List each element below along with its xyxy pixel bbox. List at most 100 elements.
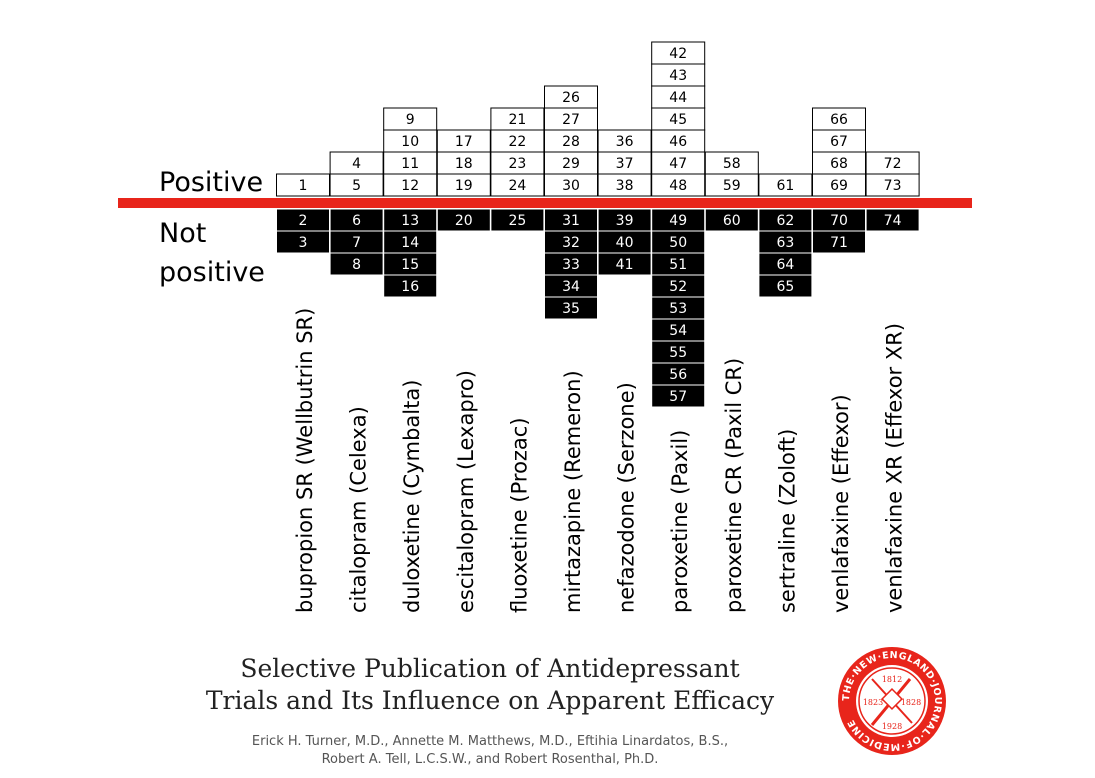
not-positive-trial-cell: 71 — [812, 230, 866, 254]
positive-trial-cell: 18 — [436, 151, 491, 175]
not-positive-trial-cell: 15 — [383, 252, 438, 276]
not-positive-trial-cell: 70 — [812, 208, 866, 232]
positive-trial-cell: 12 — [383, 173, 438, 197]
not-positive-trial-cell: 7 — [329, 230, 384, 254]
positive-trial-number: 23 — [508, 156, 526, 172]
drug-label: bupropion SR (Wellbutrin SR) — [293, 308, 317, 613]
seal-year-2: 1823 — [863, 698, 883, 707]
not-positive-trial-number: 74 — [884, 213, 902, 229]
divider-line — [118, 198, 972, 208]
positive-trial-cell: 19 — [436, 173, 491, 197]
positive-trial-cell: 73 — [865, 173, 920, 197]
positive-trial-number: 10 — [401, 134, 419, 150]
not-positive-trial-cell: 8 — [329, 252, 384, 276]
positive-trial-number: 38 — [616, 178, 634, 194]
positive-trial-cell: 17 — [436, 129, 491, 153]
positive-trial-cell: 68 — [812, 151, 866, 175]
authors-line-2: Robert A. Tell, L.C.S.W., and Robert Ros… — [321, 752, 659, 767]
positive-label: Positive — [159, 167, 264, 198]
not-positive-trial-number: 16 — [401, 279, 419, 295]
not-positive-trial-number: 57 — [669, 389, 687, 405]
positive-trial-number: 12 — [401, 178, 419, 194]
not-positive-trial-cell: 34 — [544, 274, 598, 298]
positive-trial-number: 4 — [352, 156, 361, 172]
not-positive-trial-number: 49 — [669, 213, 687, 229]
not-positive-trial-cell: 2 — [276, 208, 330, 232]
positive-trial-number: 21 — [508, 112, 526, 128]
not-positive-trial-cell: 14 — [383, 230, 438, 254]
positive-trial-cell: 43 — [651, 63, 706, 87]
not-positive-trial-cell: 65 — [758, 274, 813, 298]
not-positive-trial-number: 65 — [776, 279, 794, 295]
positive-trial-number: 5 — [352, 178, 361, 194]
positive-trial-cell: 9 — [383, 107, 438, 131]
positive-trial-number: 30 — [562, 178, 580, 194]
seal-year-3: 1828 — [901, 698, 921, 707]
drug-label: citalopram (Celexa) — [347, 406, 371, 613]
drug-label: nefazodone (Serzone) — [615, 382, 639, 613]
positive-trial-number: 11 — [401, 156, 419, 172]
not-positive-trial-cell: 3 — [276, 230, 330, 254]
seal-year-1: 1812 — [882, 675, 902, 684]
positive-trial-number: 29 — [562, 156, 580, 172]
positive-trial-cell: 37 — [597, 151, 652, 175]
positive-trial-number: 67 — [830, 134, 848, 150]
not-positive-trial-number: 53 — [669, 301, 687, 317]
not-positive-trial-number: 63 — [776, 235, 794, 251]
positive-trial-cell: 30 — [544, 173, 598, 197]
authors-line-1: Erick H. Turner, M.D., Annette M. Matthe… — [251, 734, 729, 749]
positive-trial-cell: 45 — [651, 107, 706, 131]
positive-trial-number: 58 — [723, 156, 741, 172]
positive-trial-cell: 27 — [544, 107, 598, 131]
positive-trial-cell: 1 — [276, 173, 330, 197]
positive-trial-cell: 10 — [383, 129, 438, 153]
drug-label: sertraline (Zoloft) — [775, 429, 799, 613]
positive-trial-cell: 24 — [490, 173, 545, 197]
drug-label: escitalopram (Lexapro) — [454, 370, 478, 613]
positive-trial-cell: 11 — [383, 151, 438, 175]
positive-trial-number: 18 — [455, 156, 473, 172]
not-positive-trial-number: 2 — [299, 213, 308, 229]
not-positive-trial-cell: 6 — [329, 208, 384, 232]
positive-trial-cell: 47 — [651, 151, 706, 175]
positive-trial-cell: 22 — [490, 129, 545, 153]
positive-trial-number: 46 — [669, 134, 687, 150]
not-positive-trial-number: 20 — [455, 213, 473, 229]
not-positive-trial-number: 34 — [562, 279, 580, 295]
positive-trial-number: 27 — [562, 112, 580, 128]
not-positive-trial-cell: 40 — [597, 230, 652, 254]
not-positive-trial-number: 7 — [352, 235, 361, 251]
positive-trial-cell: 36 — [597, 129, 652, 153]
not-positive-trial-cell: 63 — [758, 230, 813, 254]
not-positive-trial-cell: 35 — [544, 296, 598, 320]
not-positive-trial-cell: 49 — [651, 208, 706, 232]
not-positive-trial-cell: 52 — [651, 274, 706, 298]
not-positive-trial-cell: 56 — [651, 362, 706, 386]
not-positive-trial-cell: 51 — [651, 252, 706, 276]
seal-year-4: 1928 — [882, 722, 902, 731]
positive-trial-cell: 59 — [704, 173, 759, 197]
not-positive-trial-cell: 20 — [436, 208, 491, 232]
positive-trial-number: 36 — [616, 134, 634, 150]
positive-trial-number: 43 — [669, 68, 687, 84]
positive-trial-cell: 69 — [812, 173, 866, 197]
not-positive-trial-number: 13 — [401, 213, 419, 229]
not-positive-trial-number: 32 — [562, 235, 580, 251]
not-positive-trial-cell: 13 — [383, 208, 438, 232]
not-positive-trial-cell: 54 — [651, 318, 706, 342]
positive-trial-number: 61 — [776, 178, 794, 194]
not-positive-trial-number: 64 — [776, 257, 794, 273]
not-positive-trial-cell: 60 — [704, 208, 759, 232]
positive-trial-number: 68 — [830, 156, 848, 172]
positive-trial-cell: 4 — [329, 151, 384, 175]
article-title-line-1: Selective Publication of Antidepressant — [240, 654, 740, 683]
not-positive-trial-number: 3 — [299, 235, 308, 251]
not-positive-trial-number: 62 — [776, 213, 794, 229]
positive-trial-cell: 48 — [651, 173, 706, 197]
positive-trial-cell: 5 — [329, 173, 384, 197]
not-positive-trial-number: 39 — [616, 213, 634, 229]
positive-trial-number: 17 — [455, 134, 473, 150]
positive-trial-number: 73 — [884, 178, 902, 194]
positive-trial-cell: 67 — [812, 129, 866, 153]
not-positive-trial-number: 15 — [401, 257, 419, 273]
